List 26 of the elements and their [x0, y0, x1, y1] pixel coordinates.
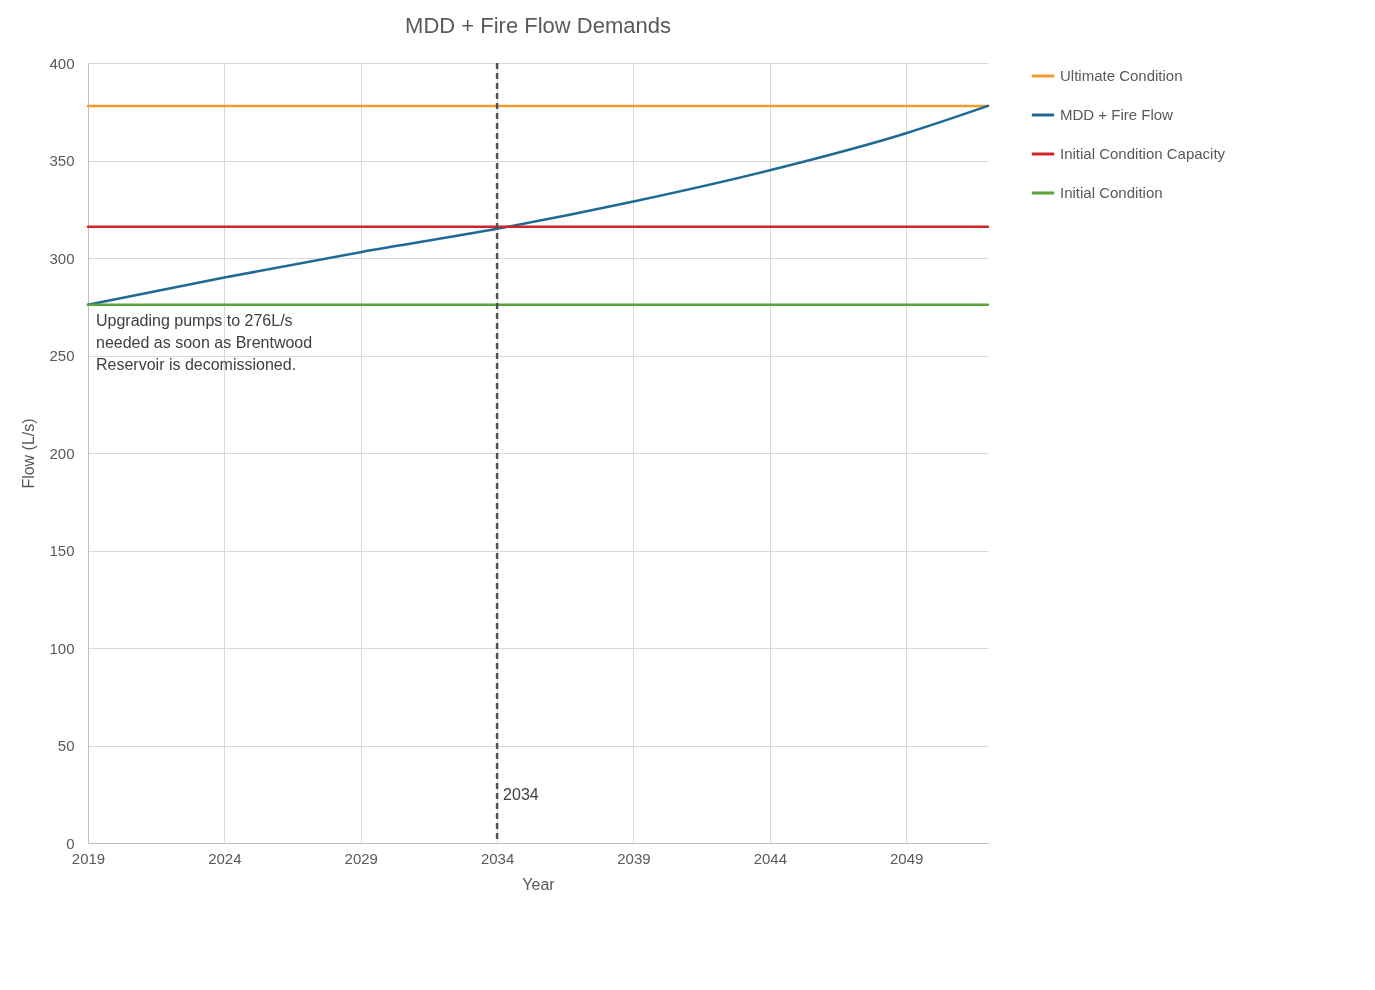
x-tick-label: 2029 [344, 849, 378, 867]
y-tick-label: 400 [49, 54, 75, 72]
legend-label: Initial Condition [1060, 184, 1163, 201]
annotation: Upgrading pumps to 276L/s needed as soon as Brentwood Reservoir is decomissioned. [96, 311, 313, 373]
x-tick-label: 2034 [480, 849, 515, 867]
x-tick-label: 2049 [889, 849, 924, 867]
y-tick-label: 100 [49, 639, 75, 657]
y-axis-title: Flow (L/s) [20, 418, 38, 489]
line-series [86, 104, 990, 307]
y-tick-label: 150 [49, 542, 75, 559]
x-tick-label: 2024 [208, 849, 242, 867]
x-tick-label: 2019 [71, 849, 106, 867]
legend-label: MDD + Fire Flow [1060, 106, 1174, 123]
ref-line-label: 2034 [503, 786, 539, 803]
x-tick-label: 2039 [617, 849, 651, 867]
legend-label: Initial Condition Capacity [1060, 145, 1226, 162]
y-tick-label: 0 [66, 834, 75, 852]
y-tick-label: 350 [49, 152, 75, 169]
y-tick-label: 200 [49, 444, 75, 462]
legend-label: Ultimate Condition [1060, 67, 1183, 84]
y-tick-label: 250 [49, 347, 75, 364]
y-tick-label: 50 [57, 737, 75, 754]
chart-title: MDD + Fire Flow Demands [405, 13, 671, 38]
y-tick-label: 300 [49, 249, 75, 267]
x-axis-title: Year [522, 875, 556, 893]
x-tick-label: 2044 [753, 849, 788, 867]
